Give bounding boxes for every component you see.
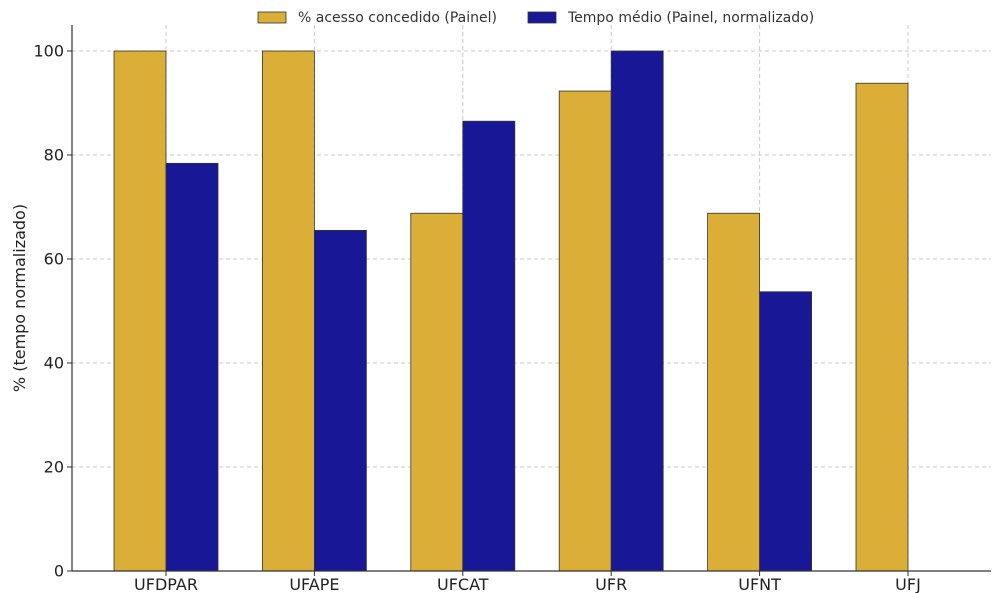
y-axis-title: % (tempo normalizado) [10,204,29,392]
x-tick-label: UFDPAR [134,575,198,593]
bar-acesso-concedido [707,212,760,572]
bar-acesso-concedido [113,50,167,572]
x-tick-label: UFAPE [289,575,339,593]
bar-tempo-medio [759,291,812,572]
x-tick-label: UFJ [895,575,921,593]
x-tick-label: UFNT [738,575,781,593]
y-tick-label: 100 [33,42,64,61]
x-tick-label: UFR [595,575,627,593]
legend-swatch [527,11,557,24]
x-tick-label: UFCAT [437,575,489,593]
y-tick-label: 60 [44,250,64,269]
legend-label: % acesso concedido (Painel) [298,10,497,26]
legend: % acesso concedido (Painel) Tempo médio (… [257,10,814,26]
legend-swatch [257,11,287,24]
bar-acesso-concedido [410,212,464,572]
bars-layer [113,50,909,572]
bar-tempo-medio [462,120,516,572]
bar-tempo-medio [610,50,664,572]
bar-tempo-medio [165,162,219,572]
bar-acesso-concedido [558,90,612,572]
axes-layer [71,25,991,572]
legend-label: Tempo médio (Painel, normalizado) [567,10,814,26]
bar-acesso-concedido [261,50,315,572]
bar-acesso-concedido [855,82,909,572]
y-tick-label: 40 [44,354,64,373]
ticks-layer: 0 20 40 60 80 100 UFDPAR UFAPE UFCAT UFR UFNT UFJ [33,42,920,593]
y-tick-label: 20 [44,458,64,477]
y-tick-label: 80 [44,146,64,165]
y-tick-label: 0 [54,562,64,581]
bar-tempo-medio [313,229,367,572]
